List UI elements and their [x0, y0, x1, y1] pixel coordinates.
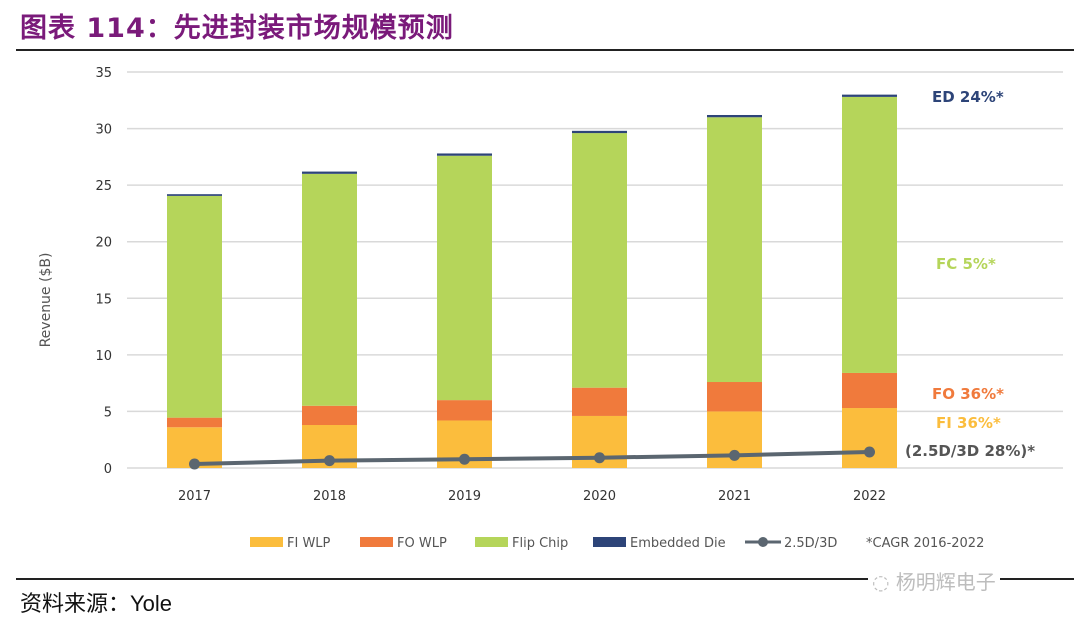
legend-label: 2.5D/3D	[784, 536, 837, 551]
y-axis-label: Revenue ($B)	[38, 253, 54, 348]
x-tick-labels: 2017 2018 2019 2020 2021 2022	[178, 489, 886, 504]
legend-swatch-fo-wlp	[360, 537, 393, 547]
legend-marker-2.5d-3d	[758, 537, 768, 547]
legend-swatch-embedded-die	[593, 537, 626, 547]
legend-label: FI WLP	[287, 536, 331, 551]
y-tick-label: 20	[95, 236, 112, 251]
bar-segment-fo-wlp-2022	[842, 372, 897, 409]
figure-title: 图表 114：先进封装市场规模预测	[20, 13, 454, 44]
x-tick-label: 2017	[178, 489, 211, 504]
line-point-2021	[729, 449, 740, 461]
bars	[167, 94, 897, 468]
legend-label: Flip Chip	[512, 536, 568, 551]
line-point-2017	[189, 458, 200, 470]
watermark-text: 杨明辉电子	[895, 570, 996, 594]
watermark: ◌ 杨明辉电子	[868, 566, 1000, 595]
line-point-2022	[864, 446, 875, 458]
y-tick-label: 10	[95, 349, 112, 364]
bar-segment-embedded-die-2017	[167, 194, 222, 196]
gridlines	[127, 71, 1063, 469]
bar-segment-flip-chip-2017	[167, 195, 222, 418]
bar-segment-fo-wlp-2020	[572, 387, 627, 416]
annotation-fc: FC 5%*	[936, 255, 996, 273]
bar-segment-fo-wlp-2018	[302, 405, 357, 426]
bar-segment-embedded-die-2020	[572, 130, 627, 134]
x-tick-label: 2022	[853, 489, 886, 504]
x-tick-label: 2020	[583, 489, 616, 504]
source-note: 资料来源：Yole	[20, 591, 173, 616]
y-tick-label: 30	[95, 123, 112, 138]
annotation-fi: FI 36%*	[936, 414, 1001, 432]
x-tick-label: 2021	[718, 489, 751, 504]
x-tick-label: 2019	[448, 489, 481, 504]
annotation-ed: ED 24%*	[932, 88, 1004, 106]
bar-segment-embedded-die-2018	[302, 171, 357, 174]
bar-segment-fo-wlp-2019	[437, 400, 492, 421]
title-divider	[16, 49, 1074, 51]
bar-segment-flip-chip-2021	[707, 117, 762, 383]
bar-segment-flip-chip-2018	[302, 173, 357, 406]
footer-divider	[16, 578, 1074, 580]
legend-label: FO WLP	[397, 536, 447, 551]
legend-cagr-note: *CAGR 2016-2022	[866, 536, 984, 551]
bar-segment-embedded-die-2022	[842, 94, 897, 97]
y-tick-label: 15	[95, 292, 112, 307]
cagr-annotations: ED 24%* FC 5%* FO 36%* FI 36%* (2.5D/3D …	[905, 88, 1035, 460]
wechat-icon: ◌	[872, 570, 896, 594]
bar-segment-flip-chip-2019	[437, 155, 492, 401]
bar-segment-fi-wlp-2022	[842, 408, 897, 468]
line-point-2018	[324, 455, 335, 467]
bar-segment-flip-chip-2022	[842, 96, 897, 373]
annotation-fo: FO 36%*	[932, 385, 1004, 403]
line-point-2020	[594, 452, 605, 464]
bar-segment-fo-wlp-2021	[707, 382, 762, 412]
y-tick-labels: 0 5 10 15 20 25 30 35	[95, 66, 112, 477]
y-tick-label: 25	[95, 179, 112, 194]
annotation-2.5d-3d: (2.5D/3D 28%)*	[905, 442, 1035, 460]
bar-segment-embedded-die-2021	[707, 114, 762, 118]
line-2.5d-3d	[194, 450, 870, 467]
x-tick-label: 2018	[313, 489, 346, 504]
line-point-2019	[459, 453, 470, 465]
y-tick-label: 0	[104, 462, 112, 477]
y-tick-label: 35	[95, 66, 112, 81]
legend: FI WLP FO WLP Flip Chip Embedded Die 2.5D/3D…	[250, 536, 984, 551]
bar-segment-flip-chip-2020	[572, 133, 627, 388]
legend-swatch-flip-chip	[475, 537, 508, 547]
bar-segment-embedded-die-2019	[437, 153, 492, 156]
y-tick-label: 5	[104, 405, 112, 420]
line-series-2.5d-3d	[189, 446, 875, 470]
legend-label: Embedded Die	[630, 536, 726, 551]
legend-swatch-fi-wlp	[250, 537, 283, 547]
bar-segment-fo-wlp-2017	[167, 417, 222, 428]
